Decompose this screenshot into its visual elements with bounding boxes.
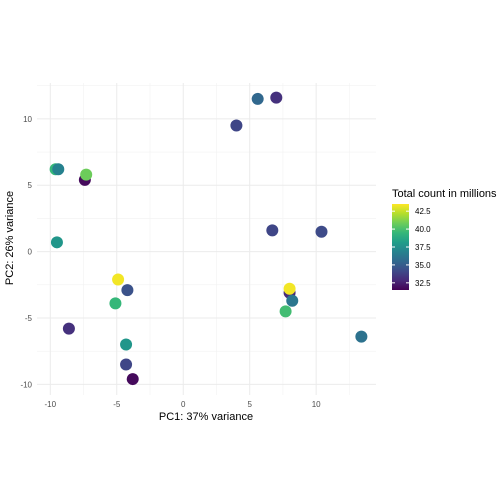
legend-tick-label: 42.5 bbox=[415, 207, 431, 216]
x-tick-label: 5 bbox=[247, 400, 252, 409]
legend-title: Total count in millions bbox=[392, 188, 497, 200]
x-axis-title: PC1: 37% variance bbox=[159, 411, 253, 423]
data-point bbox=[121, 284, 134, 297]
data-point bbox=[120, 358, 133, 371]
x-tick-label: -10 bbox=[45, 400, 57, 409]
y-tick-label: 5 bbox=[28, 181, 33, 190]
x-tick-label: 10 bbox=[312, 400, 321, 409]
x-tick-label: 0 bbox=[181, 400, 186, 409]
color-legend: Total count in millions 32.5 35.0 37.5 40.0… bbox=[392, 188, 497, 290]
grid-minor bbox=[37, 83, 376, 395]
data-point bbox=[80, 168, 93, 181]
data-point bbox=[270, 91, 283, 104]
data-point bbox=[52, 163, 65, 176]
data-point bbox=[355, 330, 368, 343]
data-point bbox=[126, 373, 139, 386]
data-point bbox=[230, 119, 243, 132]
data-point bbox=[109, 297, 122, 310]
x-axis-tick-labels: -10 -5 0 5 10 bbox=[45, 400, 322, 409]
y-tick-label: 0 bbox=[28, 248, 33, 257]
legend-ticks: 32.5 35.0 37.5 40.0 42.5 bbox=[392, 207, 431, 288]
legend-colorbar bbox=[392, 204, 409, 290]
y-tick-label: 10 bbox=[23, 115, 32, 124]
x-tick-label: -5 bbox=[113, 400, 121, 409]
y-tick-label: -10 bbox=[20, 380, 32, 389]
data-point bbox=[120, 338, 133, 351]
legend-tick-label: 32.5 bbox=[415, 279, 431, 288]
legend-tick-label: 35.0 bbox=[415, 261, 431, 270]
legend-tick-label: 40.0 bbox=[415, 225, 431, 234]
data-point bbox=[315, 225, 328, 238]
data-point bbox=[50, 236, 63, 249]
y-axis-title: PC2: 26% variance bbox=[4, 191, 16, 285]
y-tick-label: -5 bbox=[25, 314, 33, 323]
grid-major bbox=[37, 83, 376, 395]
data-point bbox=[283, 282, 296, 295]
y-axis-tick-labels: -10 -5 0 5 10 bbox=[20, 115, 32, 390]
data-point bbox=[266, 224, 279, 237]
data-points bbox=[49, 91, 368, 386]
data-point bbox=[62, 322, 75, 335]
data-point bbox=[279, 305, 292, 318]
data-point bbox=[112, 273, 125, 286]
data-point bbox=[286, 294, 299, 307]
data-point bbox=[251, 92, 264, 105]
legend-tick-label: 37.5 bbox=[415, 243, 431, 252]
